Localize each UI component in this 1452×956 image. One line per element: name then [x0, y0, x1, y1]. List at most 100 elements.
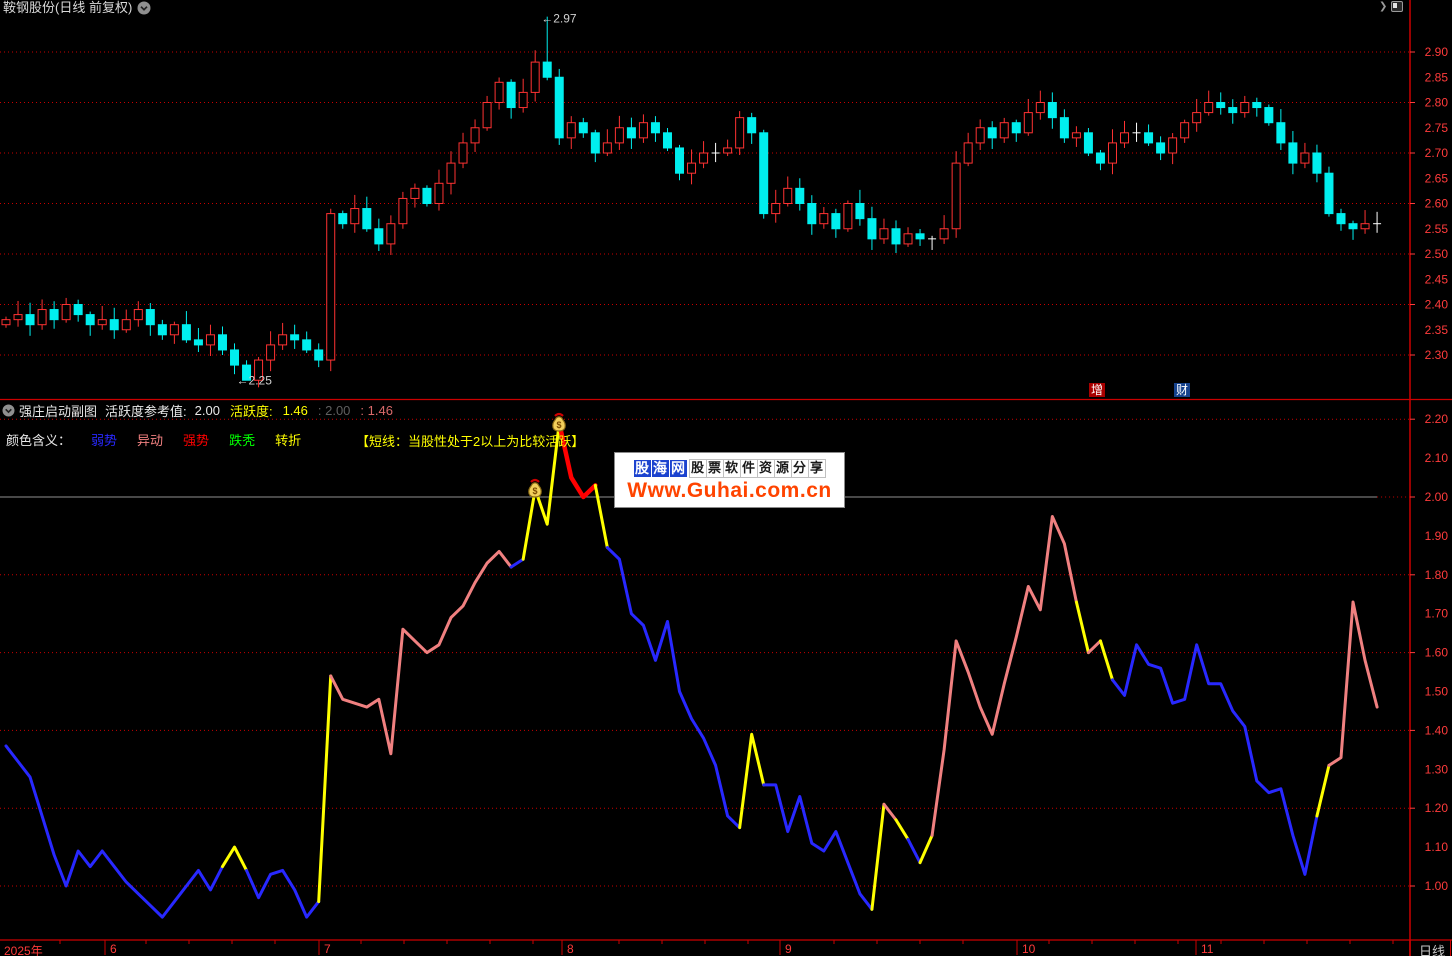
down-candle	[1144, 124, 1154, 146]
down-candle	[85, 311, 95, 336]
down-candle	[242, 360, 252, 381]
down-candle	[1156, 136, 1166, 161]
month-label: 7	[324, 942, 331, 956]
up-candle	[398, 191, 408, 229]
watermark-name-char: 网	[669, 459, 687, 477]
indicator-line-segment	[605, 546, 742, 830]
up-candle	[350, 194, 360, 233]
down-candle	[73, 299, 83, 322]
indicator-line-segment	[762, 783, 874, 911]
indicator-line-segment	[930, 514, 1078, 837]
year-label: 2025年	[4, 944, 43, 956]
indicator-axis-label: 1.60	[1425, 646, 1449, 660]
up-candle	[699, 141, 709, 169]
legend-title: 颜色含义：	[6, 432, 72, 448]
indicator-hint-text: 【短线：当股性处于2以上为比较活跃】	[356, 434, 585, 449]
doji-candle	[928, 235, 937, 250]
money-bag-icon: $	[528, 479, 543, 498]
down-candle	[181, 311, 191, 343]
down-candle	[795, 178, 805, 211]
up-candle	[410, 183, 420, 208]
indicator-name[interactable]: 强庄启动副图	[19, 403, 98, 419]
indicator-line-segment	[1098, 639, 1114, 682]
up-candle	[999, 117, 1009, 143]
up-candle	[1360, 210, 1370, 234]
up-candle	[446, 151, 456, 195]
watermark-name-char: 海	[651, 459, 669, 477]
main-chart-plot-area[interactable]	[0, 14, 1410, 399]
up-candle	[975, 119, 985, 150]
watermark-box: 股海网 股票软件资源分享 Www.Guhai.com.cn	[614, 452, 845, 508]
up-candle	[530, 50, 540, 102]
price-axis-label: 2.45	[1425, 272, 1449, 286]
down-candle	[1047, 92, 1057, 129]
price-high-annotation: ←2.97	[541, 12, 577, 26]
indicator-axis-label: 1.70	[1425, 607, 1449, 621]
title-dropdown-icon[interactable]	[137, 1, 151, 15]
down-candle	[230, 343, 240, 375]
indicator-param-label: 活跃度参考值:	[105, 403, 187, 419]
indicator-collapse-icon[interactable]	[2, 404, 15, 417]
restore-window-icon[interactable]	[1391, 1, 1404, 12]
doji-candle	[1132, 122, 1141, 142]
down-candle	[422, 185, 432, 207]
up-candle	[951, 151, 961, 238]
indicator-line-segment	[593, 483, 609, 550]
legend-item-bald: 跌秃	[229, 432, 256, 448]
indicator-line-segment	[906, 837, 922, 865]
period-label[interactable]: 日线	[1419, 944, 1446, 956]
indicator-axis-label: 1.10	[1425, 840, 1449, 854]
watermark-desc-char: 股	[688, 458, 707, 478]
down-candle	[675, 144, 685, 181]
event-badge[interactable]: 增	[1089, 383, 1106, 397]
down-candle	[157, 319, 167, 340]
price-axis-label: 2.50	[1425, 247, 1449, 261]
up-candle	[278, 322, 288, 350]
up-candle	[566, 116, 576, 149]
watermark-site-name: 股海网	[633, 459, 687, 477]
price-axis-label: 2.40	[1425, 298, 1449, 312]
down-candle	[831, 208, 841, 238]
indicator-axis-label: 1.90	[1425, 529, 1449, 543]
indicator-line-segment	[1315, 763, 1331, 818]
month-label: 9	[785, 942, 792, 956]
up-candle	[1120, 120, 1130, 148]
up-candle	[903, 227, 913, 247]
down-candle	[1228, 99, 1238, 124]
money-bag-icon: $	[552, 412, 567, 432]
down-candle	[1011, 119, 1021, 142]
price-axis-label: 2.35	[1425, 323, 1449, 337]
price-axis-label: 2.70	[1425, 146, 1449, 160]
down-candle	[1264, 104, 1274, 126]
stock-title: 鞍钢股份(日线 前复权)	[3, 0, 133, 15]
up-candle	[723, 139, 733, 157]
indicator-param-value: 2.00	[194, 402, 220, 418]
down-candle	[867, 206, 877, 250]
down-candle	[891, 220, 901, 253]
month-label: 6	[110, 942, 117, 956]
up-candle	[1180, 119, 1190, 143]
color-legend: 颜色含义： 弱势 异动 强势 跌秃 转折	[6, 431, 301, 448]
indicator-axis-label: 1.50	[1425, 685, 1449, 699]
event-badge[interactable]: 财	[1174, 383, 1191, 397]
up-candle	[1107, 129, 1117, 175]
indicator-prev-param: : 2.00	[317, 402, 351, 418]
indicator-line-segment	[1074, 600, 1090, 655]
down-candle	[662, 128, 672, 151]
indicator-line-segment	[556, 420, 598, 500]
watermark-desc-char: 件	[739, 458, 758, 478]
price-low-annotation: ←2.25	[237, 373, 273, 387]
indicator-line-segment	[870, 802, 886, 911]
expand-icon[interactable]: ❯	[1379, 0, 1388, 12]
up-candle	[97, 306, 107, 330]
legend-item-strong: 强势	[183, 432, 210, 448]
indicator-value: 1.46	[282, 402, 308, 418]
up-candle	[458, 132, 468, 169]
up-candle	[638, 114, 648, 143]
up-candle	[518, 78, 528, 113]
down-candle	[374, 218, 384, 251]
down-candle	[290, 324, 300, 349]
up-candle	[266, 331, 276, 372]
down-candle	[807, 195, 817, 235]
up-candle	[687, 149, 697, 185]
